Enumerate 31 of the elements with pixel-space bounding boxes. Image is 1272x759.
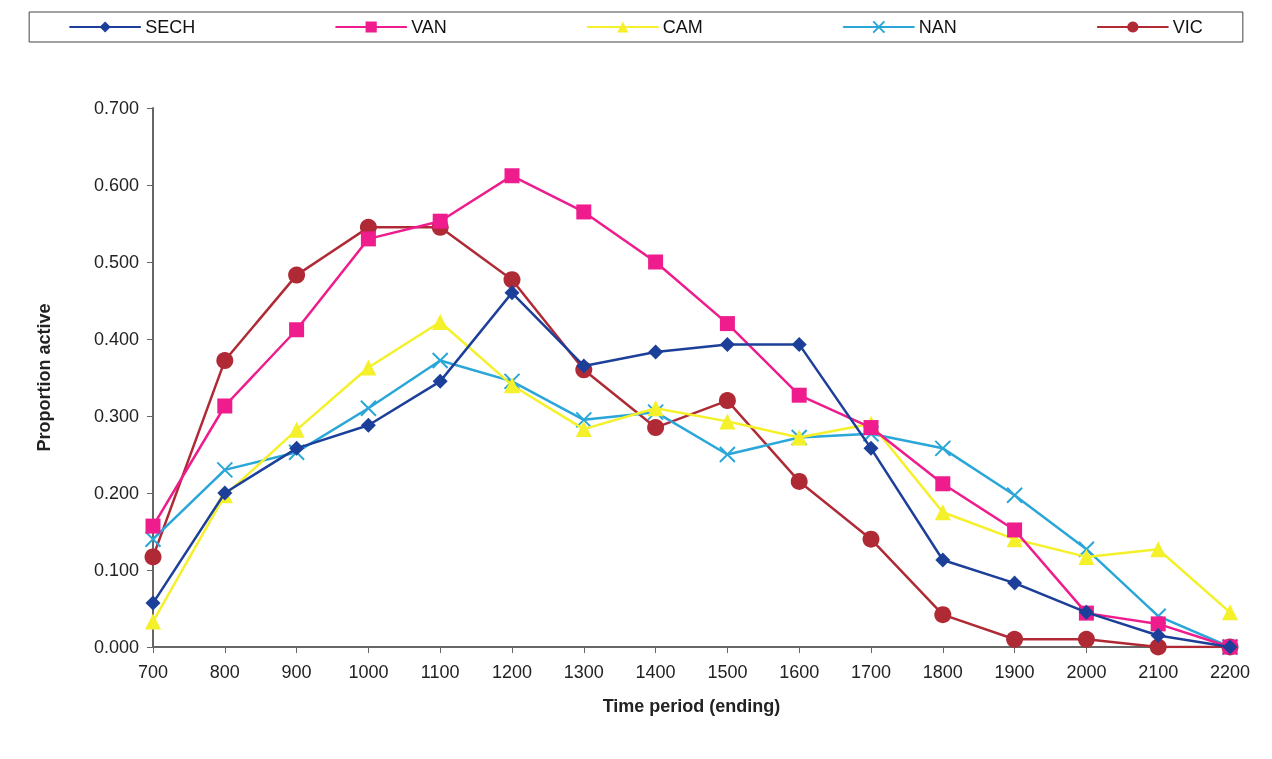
x-tick-label: 2000	[1066, 662, 1107, 682]
x-tick-label: 1300	[563, 662, 604, 682]
legend-label: VAN	[411, 17, 447, 37]
x-axis-title: Time period (ending)	[602, 696, 781, 716]
y-tick-label: 0.300	[93, 406, 139, 426]
x-tick-label: 1100	[420, 662, 460, 682]
x-tick-label: 1400	[635, 662, 676, 682]
y-tick-label: 0.200	[93, 483, 139, 503]
x-tick-label: 700	[137, 662, 169, 682]
x-tick-label: 1600	[779, 662, 820, 682]
y-axis-title: Proportion active	[34, 303, 54, 452]
x-tick-label: 2200	[1209, 662, 1251, 682]
x-tick-label: 1800	[922, 662, 963, 682]
x-tick-label: 2100	[1138, 662, 1179, 682]
x-tick-label: 1000	[348, 662, 389, 682]
y-tick-label: 0.000	[93, 637, 139, 657]
legend-label: VIC	[1172, 17, 1203, 37]
x-tick-label: 1900	[994, 662, 1035, 682]
legend-label: CAM	[662, 17, 703, 37]
legend-label: NAN	[918, 17, 957, 37]
y-tick-label: 0.600	[93, 175, 139, 195]
x-tick-label: 1200	[491, 662, 533, 682]
x-tick-label: 900	[281, 662, 312, 682]
y-tick-label: 0.400	[93, 329, 139, 349]
y-tick-label: 0.100	[93, 560, 139, 580]
y-tick-label: 0.500	[93, 252, 139, 272]
y-tick-label: 0.700	[93, 98, 139, 118]
x-tick-label: 800	[209, 662, 240, 682]
x-tick-label: 1700	[850, 662, 892, 682]
legend-label: SECH	[145, 17, 196, 37]
x-tick-label: 1500	[707, 662, 748, 682]
